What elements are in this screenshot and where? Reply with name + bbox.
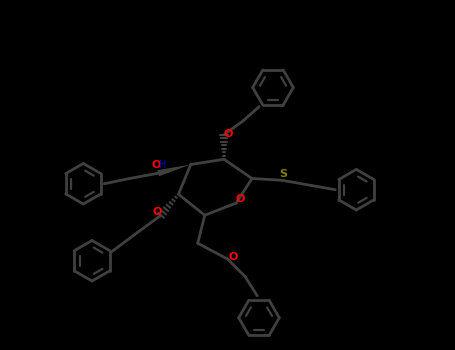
Text: O: O: [236, 194, 245, 204]
Text: S: S: [279, 169, 287, 179]
Text: H: H: [159, 160, 167, 169]
Text: O: O: [223, 129, 233, 139]
Text: O: O: [152, 160, 161, 169]
Text: O: O: [228, 252, 238, 262]
Text: O: O: [152, 207, 162, 217]
Polygon shape: [157, 164, 191, 176]
